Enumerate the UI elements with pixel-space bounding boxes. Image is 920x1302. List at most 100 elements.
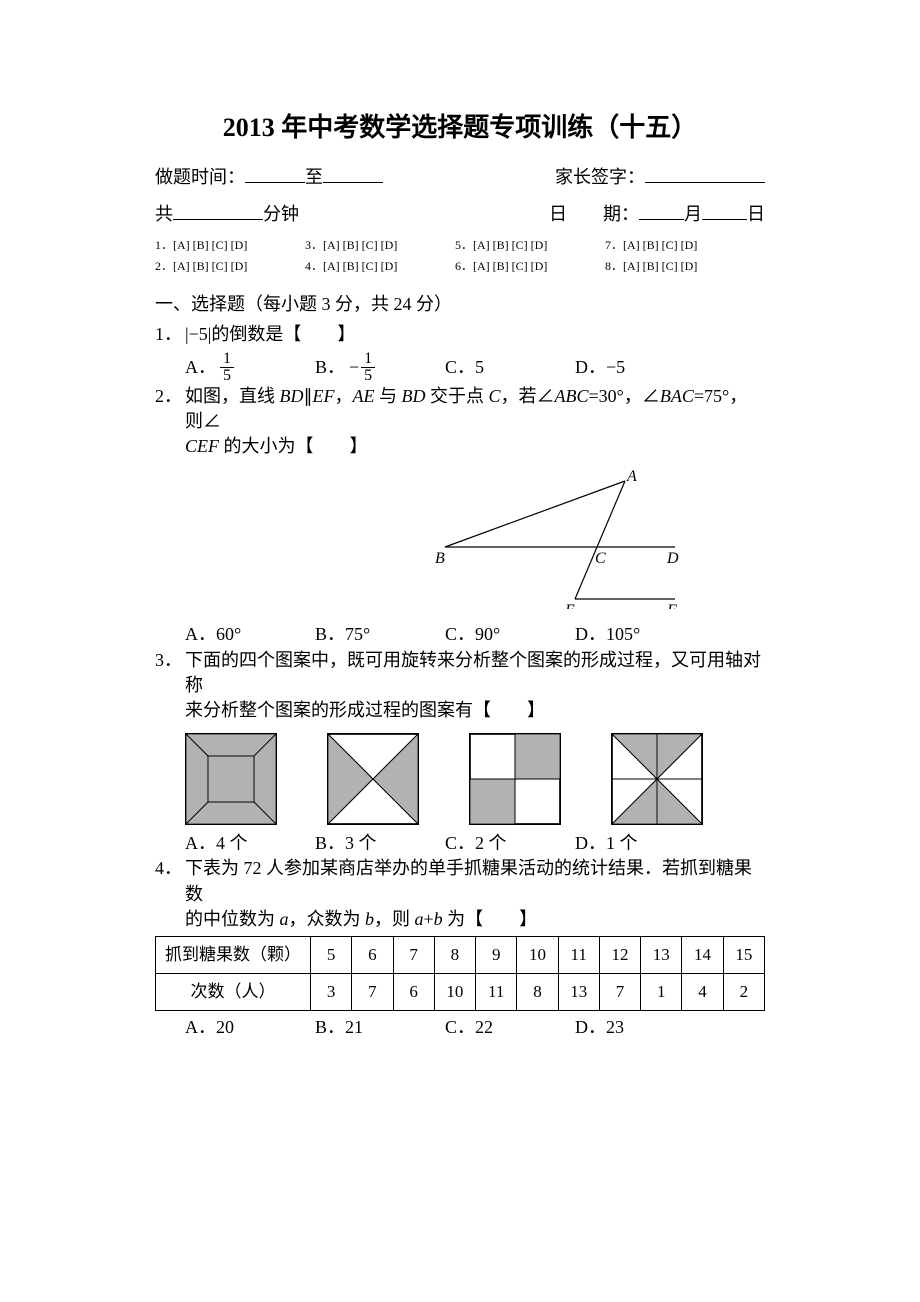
month-text: 月 <box>684 204 702 224</box>
q4-stem-line1: 下表为 72 人参加某商店举办的单手抓糖果活动的统计结果．若抓到糖果数 <box>185 858 752 903</box>
q1-stem: |−5|的倒数是【 】 <box>185 322 765 347</box>
blank-sign <box>645 164 765 183</box>
table-cell: 11 <box>476 973 517 1010</box>
neg-fraction-icon: − 1 5 <box>349 351 375 384</box>
q4-options: A．20 B．21 C．22 D．23 <box>185 1015 765 1040</box>
blank-time-start <box>245 164 305 183</box>
answer-cell: 4．[A] [B] [C] [D] <box>305 258 427 275</box>
page-title: 2013 年中考数学选择题专项训练（十五） <box>155 110 765 146</box>
table-cell: 4 <box>682 973 723 1010</box>
question-1: 1． |−5|的倒数是【 】 <box>155 322 765 347</box>
label-a: A <box>626 469 637 485</box>
meta-row-1: 做题时间： 至 家长签字： <box>155 164 765 190</box>
q1-options: A． 1 5 B． − 1 5 C．5 D．−5 <box>185 351 765 384</box>
q1-opt-b-label: B． <box>315 355 345 380</box>
q4-number: 4． <box>155 856 185 881</box>
frac-den: 5 <box>361 368 375 384</box>
table-cell: 10 <box>434 973 475 1010</box>
fraction-icon: 1 5 <box>361 351 375 384</box>
q2-body: 如图，直线 BD∥EF，AE 与 BD 交于点 C，若∠ABC=30°，∠BAC… <box>185 384 765 460</box>
question-2: 2． 如图，直线 BD∥EF，AE 与 BD 交于点 C，若∠ABC=30°，∠… <box>155 384 765 460</box>
parent-sign-text: 家长签字： <box>555 167 645 187</box>
frac-num: 1 <box>220 351 234 368</box>
label-c: C <box>595 550 606 567</box>
q3-opt-a: A．4 个 <box>185 831 315 856</box>
table-cell: 2 <box>723 973 764 1010</box>
table-header: 6 <box>352 936 393 973</box>
q3-number: 3． <box>155 648 185 673</box>
q3-options: A．4 个 B．3 个 C．2 个 D．1 个 <box>185 831 765 856</box>
total-prefix: 共 <box>155 204 173 224</box>
frac-num: 1 <box>361 351 375 368</box>
q2-number: 2． <box>155 384 185 409</box>
table-row: 次数（人） 3 7 6 10 11 8 13 7 1 4 2 <box>156 973 765 1010</box>
q4-opt-a: A．20 <box>185 1015 315 1040</box>
q1-number: 1． <box>155 322 185 347</box>
frac-den: 5 <box>220 368 234 384</box>
pattern-1-icon <box>185 733 277 825</box>
q2-opt-c: C．90° <box>445 622 575 647</box>
table-cell: 6 <box>393 973 434 1010</box>
q4-table: 抓到糖果数（颗） 5 6 7 8 9 10 11 12 13 14 15 次数（… <box>155 936 765 1011</box>
answer-cell: 3．[A] [B] [C] [D] <box>305 237 427 254</box>
label-b: B <box>435 550 445 567</box>
q4-stem-line2: 的中位数为 a，众数为 b，则 a+b 为【 】 <box>185 909 537 929</box>
q4-body: 下表为 72 人参加某商店举办的单手抓糖果活动的统计结果．若抓到糖果数 的中位数… <box>185 856 765 932</box>
table-header: 15 <box>723 936 764 973</box>
table-cell: 1 <box>641 973 682 1010</box>
label-d: D <box>666 550 679 567</box>
q3-opt-c: C．2 个 <box>445 831 575 856</box>
total-suffix: 分钟 <box>263 204 299 224</box>
q2-opt-a: A．60° <box>185 622 315 647</box>
q3-opt-d: D．1 个 <box>575 831 705 856</box>
q3-opt-b: B．3 个 <box>315 831 445 856</box>
answer-cell: 7．[A] [B] [C] [D] <box>605 237 727 254</box>
table-header: 7 <box>393 936 434 973</box>
q4-opt-b: B．21 <box>315 1015 445 1040</box>
table-cell: 7 <box>352 973 393 1010</box>
blank-day <box>702 201 747 220</box>
table-header: 11 <box>558 936 599 973</box>
answer-cell: 5．[A] [B] [C] [D] <box>455 237 577 254</box>
table-cell: 7 <box>599 973 640 1010</box>
label-e: E <box>564 602 575 609</box>
q2-opt-d: D．105° <box>575 622 705 647</box>
q2-options: A．60° B．75° C．90° D．105° <box>185 622 765 647</box>
blank-minutes <box>173 201 263 220</box>
geometry-diagram-icon: A B C D E F <box>435 469 695 609</box>
total-label: 共 分钟 <box>155 201 299 227</box>
answer-cell: 1．[A] [B] [C] [D] <box>155 237 277 254</box>
table-cell: 次数（人） <box>156 973 311 1010</box>
table-header: 13 <box>641 936 682 973</box>
date-text: 日 期： <box>549 204 639 224</box>
table-header: 5 <box>311 936 352 973</box>
table-header: 10 <box>517 936 558 973</box>
blank-time-end <box>323 164 383 183</box>
time-prefix: 做题时间： <box>155 167 245 187</box>
q4-opt-c: C．22 <box>445 1015 575 1040</box>
date-label: 日 期： 月 日 <box>549 201 765 227</box>
q3-stem-line1: 下面的四个图案中，既可用旋转来分析整个图案的形成过程，又可用轴对称 <box>185 650 761 695</box>
page: 2013 年中考数学选择题专项训练（十五） 做题时间： 至 家长签字： 共 分钟 日… <box>0 0 920 1302</box>
table-cell: 8 <box>517 973 558 1010</box>
table-header: 9 <box>476 936 517 973</box>
pattern-4-icon <box>611 733 703 825</box>
answer-grid: 1．[A] [B] [C] [D] 3．[A] [B] [C] [D] 5．[A… <box>155 237 765 275</box>
pattern-3-icon <box>469 733 561 825</box>
q1-opt-c: C．5 <box>445 351 575 384</box>
fraction-icon: 1 5 <box>220 351 234 384</box>
table-cell: 3 <box>311 973 352 1010</box>
q4-opt-d: D．23 <box>575 1015 705 1040</box>
q2-stem-line1: 如图，直线 BD∥EF，AE 与 BD 交于点 C，若∠ABC=30°，∠BAC… <box>185 386 747 431</box>
time-sep: 至 <box>305 167 323 187</box>
blank-month <box>639 201 684 220</box>
q1-opt-a-label: A． <box>185 355 216 380</box>
answer-cell: 8．[A] [B] [C] [D] <box>605 258 727 275</box>
day-text: 日 <box>747 204 765 224</box>
answer-cell: 2．[A] [B] [C] [D] <box>155 258 277 275</box>
parent-sign-label: 家长签字： <box>555 164 765 190</box>
table-header: 12 <box>599 936 640 973</box>
table-header: 14 <box>682 936 723 973</box>
question-4: 4． 下表为 72 人参加某商店举办的单手抓糖果活动的统计结果．若抓到糖果数 的… <box>155 856 765 932</box>
q1-opt-b: B． − 1 5 <box>315 351 445 384</box>
